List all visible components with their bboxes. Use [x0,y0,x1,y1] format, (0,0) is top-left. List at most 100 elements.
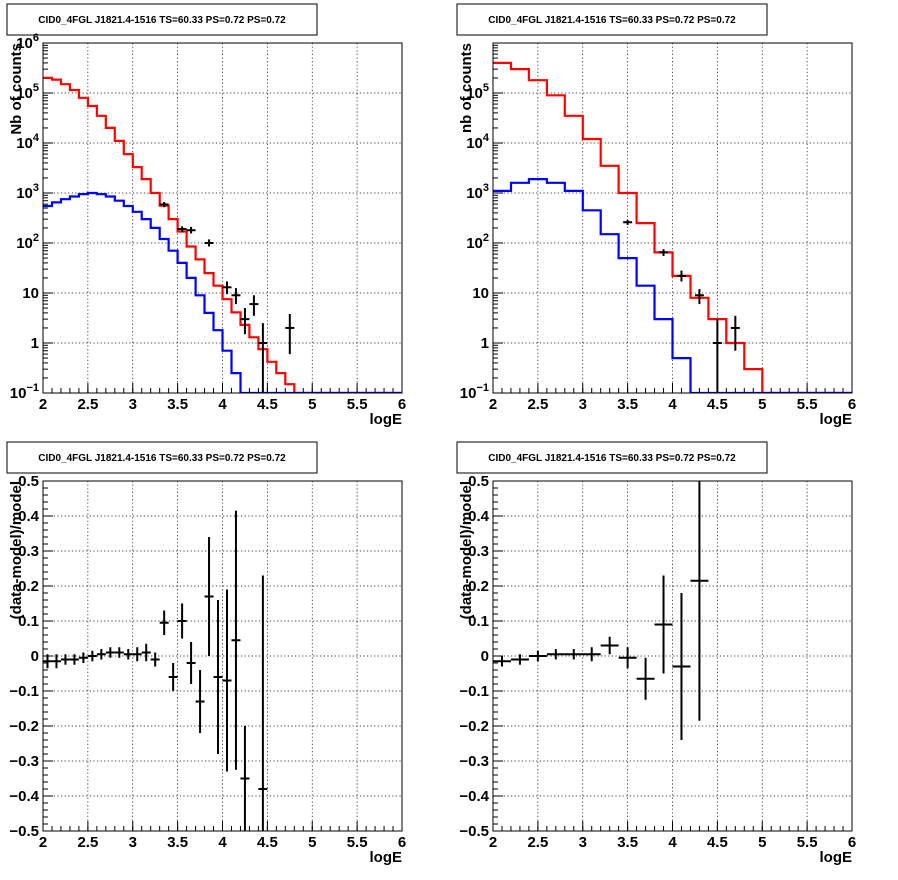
data-point [730,315,740,351]
data-point [231,510,241,770]
plot-frame [42,42,403,394]
data-point [105,647,115,658]
title-box [6,441,318,474]
x-tick-label: 5 [758,834,766,851]
y-tick-label: 0.4 [18,508,40,525]
y-tick-label: 0.2 [18,578,39,595]
data-points [43,510,268,831]
data-point [204,537,214,656]
data-point [231,288,241,305]
x-tick-label: 4 [218,834,227,851]
data-point [168,663,178,691]
data-points [623,219,740,393]
y-axis-title: nb of counts [458,43,475,133]
x-tick-label: 2 [489,834,497,851]
y-tick-label: 106 [16,32,39,52]
x-tick-label: 4.5 [257,834,278,851]
data-point [249,295,259,316]
plot-area: 2 2.5 3 3.5 4 4.5 5 5.5 6 10−1 1 10 102 103 104 105 106 [10,32,406,413]
data-point [96,649,106,660]
x-axis-title: logE [370,411,403,428]
x-tick-label: 5.5 [797,396,818,413]
data-point [159,610,169,635]
x-axis-title: logE [370,849,403,866]
y-tick-label: 0.3 [18,543,39,560]
y-tick-label: −0.5 [9,823,39,840]
data-point [600,636,619,655]
data-point [493,656,511,667]
data-point [528,650,547,662]
data-point [159,202,169,208]
grid-lines [43,481,402,831]
data-point [204,239,214,247]
panel-title: CID0_4FGL J1821.4-1516 TS=60.33 PS=0.72 … [488,453,736,464]
plot-area: 2 2.5 3 3.5 4 4.5 5 5.5 6 −0.5 −0.4 −0.3 −0.2 −0.1 0 0.… [9,473,406,851]
y-tick-label: 1 [481,335,489,352]
y-tick-label: 0.5 [468,473,489,490]
histogram-model-total [493,61,852,393]
y-axis-title: (data-model)/model [458,481,475,619]
x-tick-label: 2.5 [527,834,548,851]
plot-area: 2 2.5 3 3.5 4 4.5 5 5.5 6 10−1 1 10 102 103 104 105 [460,42,856,413]
x-tick-label: 4 [218,396,227,413]
panel-counts-left: CID0_4FGL J1821.4-1516 TS=60.33 PS=0.72 … [6,3,406,428]
x-tick-label: 6 [398,834,406,851]
panel-title: CID0_4FGL J1821.4-1516 TS=60.33 PS=0.72 … [38,15,286,26]
y-tick-label: 103 [16,182,39,202]
y-tick-label: 0.1 [468,613,489,630]
data-point [195,670,205,733]
y-tick-label: 103 [466,182,489,202]
data-point [694,289,704,305]
data-point [258,575,268,831]
data-point [582,647,601,662]
y-tick-label: −0.3 [459,753,489,770]
x-tick-label: 4 [668,396,677,413]
x-tick-label: 2 [39,396,47,413]
data-point [623,219,633,225]
y-axis-title: Nb of counts [8,43,25,135]
y-tick-label: −0.2 [9,718,39,735]
y-tick-label: 104 [466,132,490,152]
y-tick-label: −0.4 [459,788,489,805]
plot-frame [42,480,403,832]
x-tick-label: 4 [668,834,677,851]
x-tick-label: 4.5 [707,834,728,851]
data-point [240,308,250,335]
title-box [456,3,768,36]
data-point [213,600,223,754]
data-point [78,652,88,663]
y-tick-label: 10 [22,285,39,302]
panel-residuals-left: CID0_4FGL J1821.4-1516 TS=60.33 PS=0.72 … [6,441,406,866]
y-tick-label: 0 [481,648,489,665]
x-tick-label: 5.5 [347,834,368,851]
x-tick-label: 6 [398,396,406,413]
x-tick-label: 3 [579,396,587,413]
x-tick-label: 2.5 [527,396,548,413]
x-tick-label: 6 [848,396,856,413]
plot-frame [492,480,853,832]
data-point [258,323,268,393]
histogram-model-source [493,178,852,393]
x-tick-label: 3 [129,396,137,413]
y-tick-label: 104 [16,132,40,152]
data-point [123,649,133,660]
y-tick-label: 0.1 [18,613,39,630]
data-point [222,281,232,295]
x-tick-label: 3.5 [617,396,638,413]
data-point [618,647,637,669]
x-tick-label: 4.5 [707,396,728,413]
data-point [60,654,70,665]
y-tick-label: 102 [466,232,489,252]
x-tick-label: 3.5 [617,834,638,851]
data-point [285,314,295,355]
x-axis-title: logE [820,411,853,428]
data-point [546,649,565,660]
y-tick-label: −0.2 [459,718,489,735]
x-tick-label: 5 [308,834,316,851]
panel-counts-right: CID0_4FGL J1821.4-1516 TS=60.33 PS=0.72 … [456,3,856,428]
x-tick-label: 5.5 [797,834,818,851]
x-tick-label: 5.5 [347,396,368,413]
data-point [636,657,655,700]
y-tick-label: 0.5 [18,473,39,490]
x-tick-label: 2 [489,396,497,413]
